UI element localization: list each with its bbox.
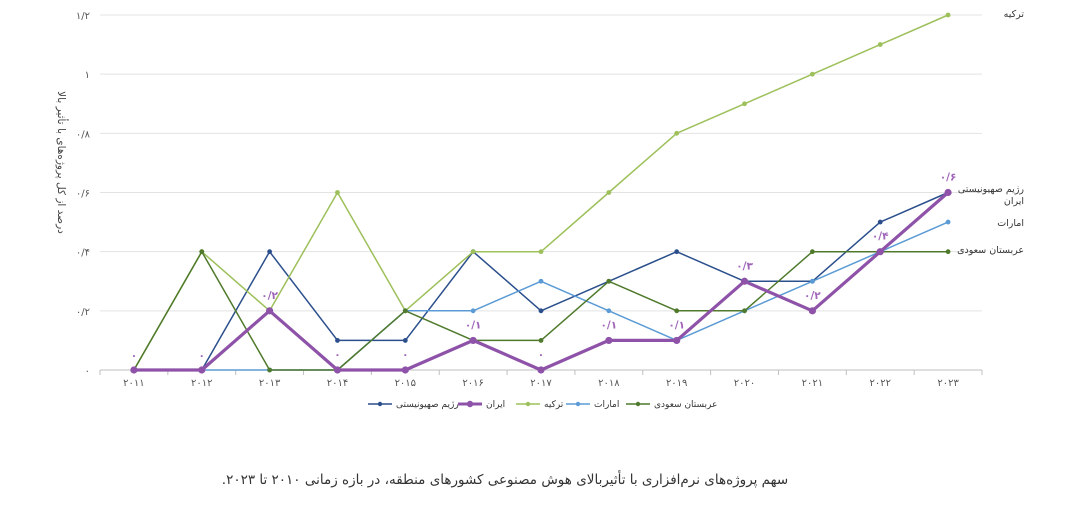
data-point xyxy=(673,336,681,345)
data-point xyxy=(945,12,951,18)
data-label: ۰/۲ xyxy=(804,290,821,302)
legend-label: ترکیه xyxy=(544,400,564,410)
legend-marker xyxy=(635,401,641,407)
data-point xyxy=(606,278,612,284)
y-tick-label: ۰ xyxy=(85,366,90,377)
data-label: ۰ xyxy=(334,349,340,361)
y-tick-label: ۱ xyxy=(85,70,90,81)
data-point xyxy=(266,307,274,315)
data-point xyxy=(198,366,206,374)
x-tick-label: ۲۰۱۱ xyxy=(123,378,144,389)
series-lines xyxy=(130,12,952,374)
data-label: ۰/۱ xyxy=(601,319,618,331)
data-label: ۰/۳ xyxy=(736,260,753,272)
legend-label: ایران xyxy=(486,400,505,410)
x-tick-label: ۲۰۱۵ xyxy=(395,378,416,389)
x-tick-label: ۲۰۲۰ xyxy=(734,378,755,389)
y-tick-label: ۰/۲ xyxy=(76,307,90,318)
data-label: ۰ xyxy=(199,350,205,362)
x-tick-label: ۲۰۱۹ xyxy=(666,378,687,389)
data-label: ۰ xyxy=(402,349,408,361)
x-tick-label: ۲۰۱۷ xyxy=(530,378,552,389)
data-point xyxy=(470,249,476,255)
data-point xyxy=(742,308,747,314)
data-point xyxy=(606,190,612,195)
data-point xyxy=(944,188,952,197)
data-point xyxy=(877,42,883,47)
data-point xyxy=(605,336,613,345)
y-axis-title: درصد از کل پروژه‌های با تأثیر بالا xyxy=(55,91,69,234)
data-point xyxy=(538,308,544,314)
end-label: ایران xyxy=(1004,196,1024,207)
x-tick-label: ۲۰۲۳ xyxy=(937,378,959,389)
legend: رژیم صهیونیستی ایران ترکیه امارات عربستان سع… xyxy=(368,400,717,410)
data-point xyxy=(538,278,544,284)
legend-marker xyxy=(575,401,581,407)
data-label: ۰ xyxy=(538,349,544,361)
legend-marker xyxy=(525,401,531,407)
y-tick-label: ۱/۲ xyxy=(76,11,90,22)
data-point xyxy=(470,308,476,314)
data-label: ۰/۱ xyxy=(668,319,685,331)
legend-label: امارات xyxy=(594,400,619,410)
line-chart: ۰ ۰/۲ ۰/۴ ۰/۶ ۰/۸ ۱ ۱/۲ ۲۰۱۱ ۲۰۱۲ ۲۰۱۳ ۲۰۱۴ ۲۰۱۵ ۲۰۱… xyxy=(55,9,1025,410)
data-point xyxy=(945,249,951,255)
data-point xyxy=(469,336,477,345)
data-labels: ۰ ۰ ۰/۲ ۰ ۰ ۰/۱ ۰ ۰/۱ ۰/۱ ۰/۳ ۰/۲ ۰/۴ ۰/۶ ترکیه رژیم ص… xyxy=(131,9,1025,362)
x-tick-label: ۲۰۱۴ xyxy=(327,378,348,389)
data-point xyxy=(267,367,273,373)
end-label: امارات xyxy=(997,218,1024,229)
data-point xyxy=(606,308,612,314)
y-tick-label: ۰/۴ xyxy=(76,248,90,259)
x-tick-label: ۲۰۱۸ xyxy=(598,378,620,389)
data-point xyxy=(335,190,340,195)
data-label: ۰/۶ xyxy=(940,172,957,184)
legend-marker xyxy=(377,401,383,407)
data-point xyxy=(809,249,815,255)
x-tick-label: ۲۰۱۲ xyxy=(191,378,212,389)
end-label: عربستان سعودی xyxy=(957,245,1024,256)
x-tick-label: ۲۰۱۳ xyxy=(259,378,281,389)
data-point xyxy=(877,219,883,225)
data-point xyxy=(809,71,815,77)
data-point xyxy=(402,308,408,314)
data-point xyxy=(402,338,408,343)
legend-label: رژیم صهیونیستی xyxy=(396,400,459,410)
x-tick-label: ۲۰۲۱ xyxy=(802,378,823,389)
data-label: ۰/۴ xyxy=(872,231,889,243)
legend-label: عربستان سعودی xyxy=(654,400,717,410)
x-tick-label: ۲۰۱۶ xyxy=(462,378,483,389)
data-point xyxy=(333,366,342,374)
data-label: ۰/۲ xyxy=(261,290,278,302)
legend-marker xyxy=(466,400,474,408)
end-label: ترکیه xyxy=(1004,9,1025,20)
data-point xyxy=(674,308,680,314)
data-point xyxy=(876,248,884,256)
data-point xyxy=(538,249,544,255)
axes: ۰ ۰/۲ ۰/۴ ۰/۶ ۰/۸ ۱ ۱/۲ ۲۰۱۱ ۲۰۱۲ ۲۰۱۳ ۲۰۱۴ ۲۰۱۵ ۲۰۱… xyxy=(55,11,983,389)
data-point xyxy=(130,366,138,374)
data-label: ۰ xyxy=(131,350,137,362)
data-point xyxy=(267,249,273,255)
data-point xyxy=(401,366,409,374)
data-point xyxy=(945,219,951,225)
data-point xyxy=(538,338,544,343)
data-point xyxy=(740,277,749,285)
y-tick-label: ۰/۶ xyxy=(76,189,90,200)
data-point xyxy=(809,278,815,284)
chart-caption: سهم پروژه‌های نرم‌افزاری با تأثیربالای ه… xyxy=(221,472,789,488)
y-tick-label: ۰/۸ xyxy=(76,129,91,140)
data-point xyxy=(199,249,205,255)
data-point xyxy=(335,338,340,343)
x-tick-label: ۲۰۲۲ xyxy=(869,378,890,389)
end-label: رژیم صهیونیستی xyxy=(958,184,1025,195)
data-label: ۰/۱ xyxy=(465,319,482,331)
data-point xyxy=(742,101,747,107)
data-point xyxy=(537,366,545,374)
data-point xyxy=(674,130,680,136)
data-point xyxy=(808,307,816,315)
data-point xyxy=(674,249,680,255)
